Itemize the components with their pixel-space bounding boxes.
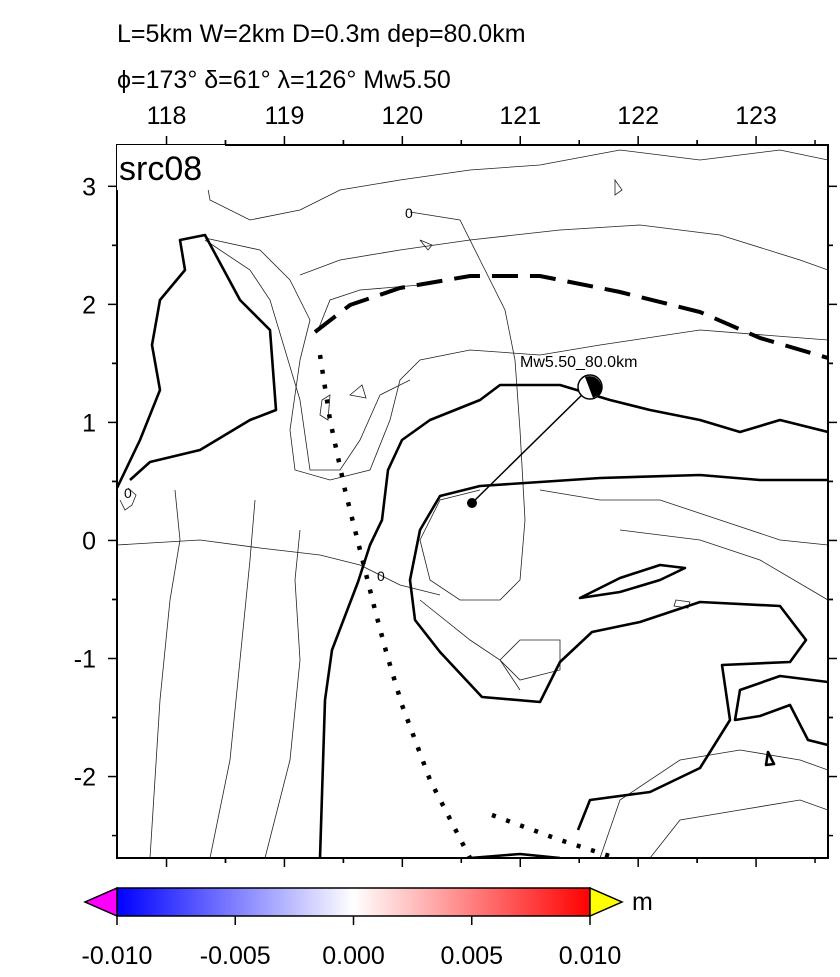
x-tick-label: 122 [617, 102, 659, 130]
x-tick-label: 121 [499, 102, 541, 130]
colorbar-tick-label: 0.005 [440, 942, 503, 970]
y-tick-label: 0 [82, 527, 96, 555]
source-label: Mw5.50_80.0km [520, 354, 637, 371]
header-line: L=5km W=2km D=0.3m dep=80.0km [117, 20, 526, 48]
header-line: ϕ=173° δ=61° λ=126° Mw5.50 [117, 66, 451, 94]
y-tick-label: -1 [74, 646, 96, 674]
label-box [117, 145, 225, 190]
colorbar-tick-label: 0.010 [559, 942, 622, 970]
contour-label: 0 [124, 485, 132, 501]
y-tick-label: 1 [82, 409, 96, 437]
contour-label: 0 [405, 205, 413, 221]
colorbar-tick-label: -0.005 [200, 942, 271, 970]
colorbar-tick-label: 0.000 [322, 942, 385, 970]
y-tick-label: -2 [74, 764, 96, 792]
colorbar-under [83, 886, 118, 918]
offset-line [471, 386, 591, 504]
y-tick-label: 2 [82, 291, 96, 319]
map-frame [116, 144, 829, 859]
panel-label: src08 [119, 150, 202, 188]
x-tick-label: 118 [147, 102, 187, 130]
y-tick-label: 3 [82, 173, 96, 201]
contour-label: 0 [377, 568, 385, 584]
x-tick-label: 119 [265, 102, 305, 130]
colorbar-tick-label: -0.010 [82, 942, 153, 970]
x-tick-label: 120 [381, 102, 423, 130]
colorbar-unit: m [632, 888, 653, 916]
colorbar-over [589, 886, 624, 918]
epicenter [467, 498, 477, 508]
contours [117, 145, 828, 858]
x-tick-label: 123 [735, 102, 777, 130]
beachball-quadrant [585, 376, 602, 398]
colorbar [116, 887, 591, 917]
